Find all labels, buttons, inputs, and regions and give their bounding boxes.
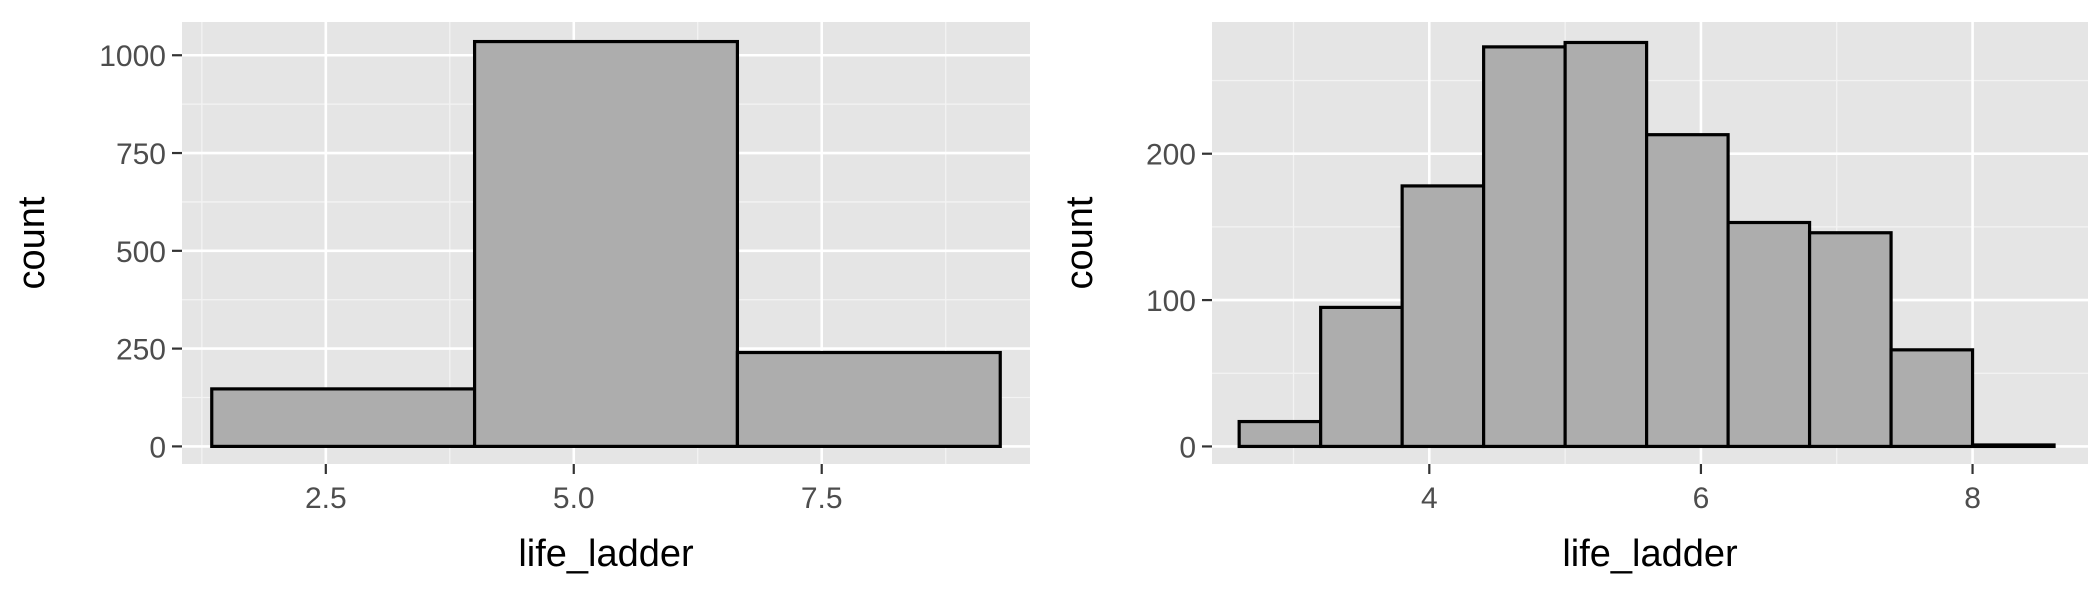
- x-tick-label: 6: [1693, 482, 1710, 515]
- y-axis-title: count: [1059, 196, 1101, 289]
- histogram-bar: [1563, 40, 1649, 449]
- x-tick-label: 8: [1964, 482, 1981, 515]
- histogram-bar: [1482, 45, 1567, 449]
- y-tick-label: 500: [116, 236, 166, 269]
- histogram-bar: [1807, 231, 1893, 449]
- x-tick-label: 2.5: [305, 482, 347, 515]
- histogram-bar: [1645, 133, 1730, 449]
- y-axis-title: count: [11, 196, 53, 289]
- x-axis-title: life_ladder: [1562, 533, 1738, 575]
- histogram-bar: [1237, 419, 1323, 449]
- y-tick-label: 250: [116, 334, 166, 367]
- histogram-bar: [1319, 305, 1404, 449]
- x-tick-label: 4: [1421, 482, 1438, 515]
- histogram-bar: [1400, 184, 1486, 449]
- y-tick-label: 0: [149, 431, 166, 464]
- y-tick-label: 200: [1146, 139, 1196, 172]
- histogram-bar: [1889, 348, 1975, 449]
- histogram-bar: [735, 350, 1002, 448]
- histogram-bar: [472, 39, 740, 448]
- y-tick-label: 100: [1146, 285, 1196, 318]
- x-tick-label: 7.5: [801, 482, 843, 515]
- x-tick-label: 5.0: [553, 482, 595, 515]
- histogram-bar: [1726, 220, 1812, 449]
- x-axis-title: life_ladder: [518, 533, 694, 575]
- histogram-panel-left: 0 250 500 750 1000 2.5 5.0 7.5 life_ladder count: [11, 22, 1030, 575]
- histogram-panel-right: 0 100 200 4 6 8 life_ladder count: [1059, 22, 2088, 575]
- y-tick-label: 0: [1179, 431, 1196, 464]
- y-tick-label: 750: [116, 138, 166, 171]
- y-tick-label: 1000: [99, 40, 166, 73]
- histogram-bar: [1970, 443, 2056, 449]
- histogram-bar: [210, 387, 477, 448]
